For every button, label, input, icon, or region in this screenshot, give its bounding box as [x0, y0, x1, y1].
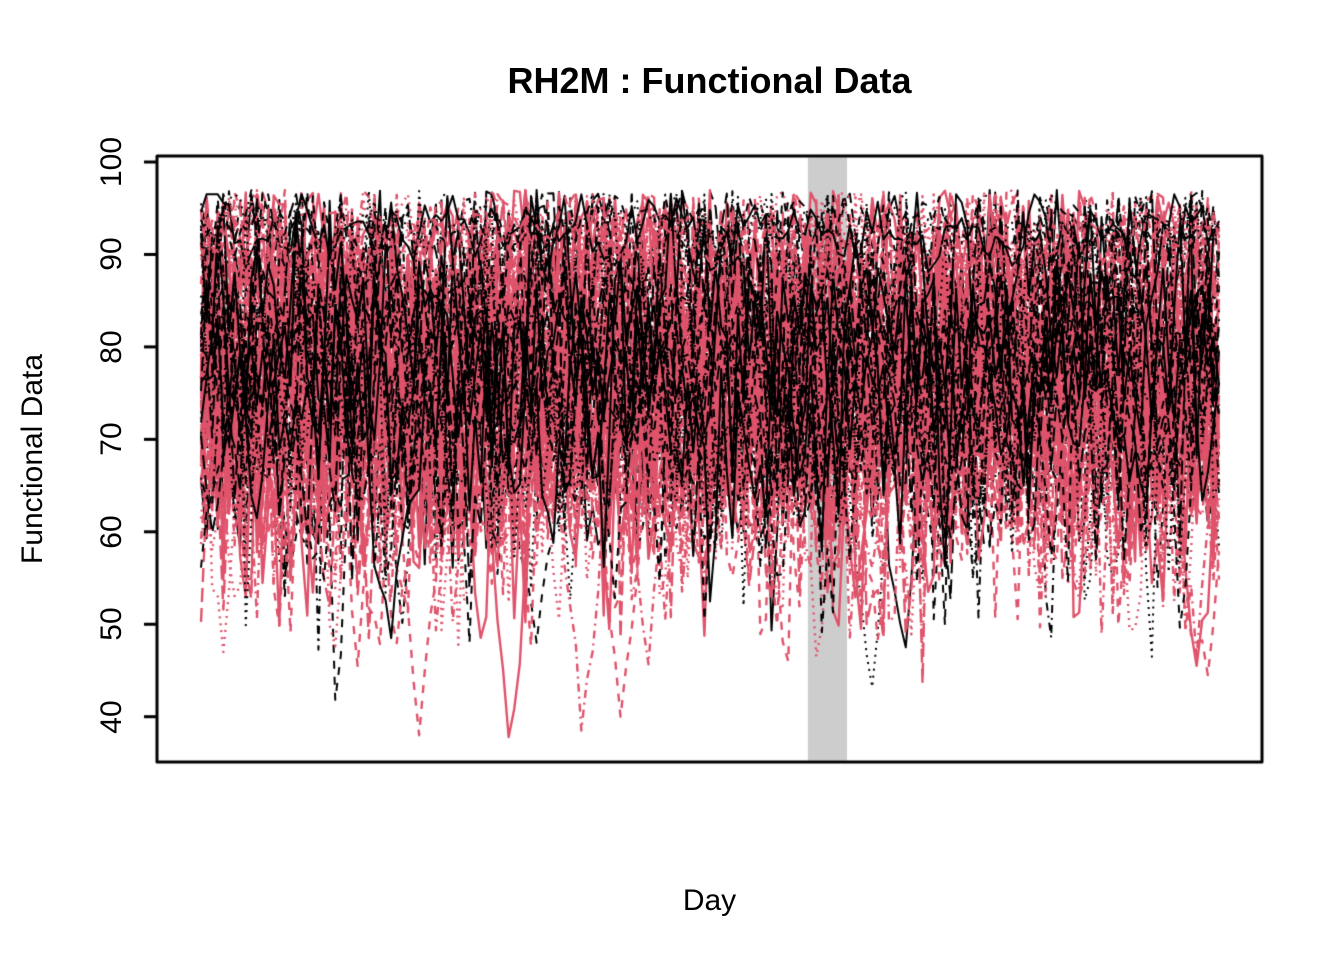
y-axis-label: Functional Data: [16, 353, 49, 565]
y-tick-label: 80: [95, 330, 128, 364]
y-tick-label: 50: [95, 607, 128, 641]
y-tick-label: 100: [95, 136, 128, 188]
y-tick-label: 90: [95, 237, 128, 272]
y-tick-label: 40: [95, 700, 128, 734]
chart-title: RH2M : Functional Data: [507, 60, 912, 101]
y-tick-label: 60: [95, 515, 128, 549]
y-tick-label: 70: [95, 422, 128, 457]
x-axis-label: Day: [682, 884, 737, 917]
